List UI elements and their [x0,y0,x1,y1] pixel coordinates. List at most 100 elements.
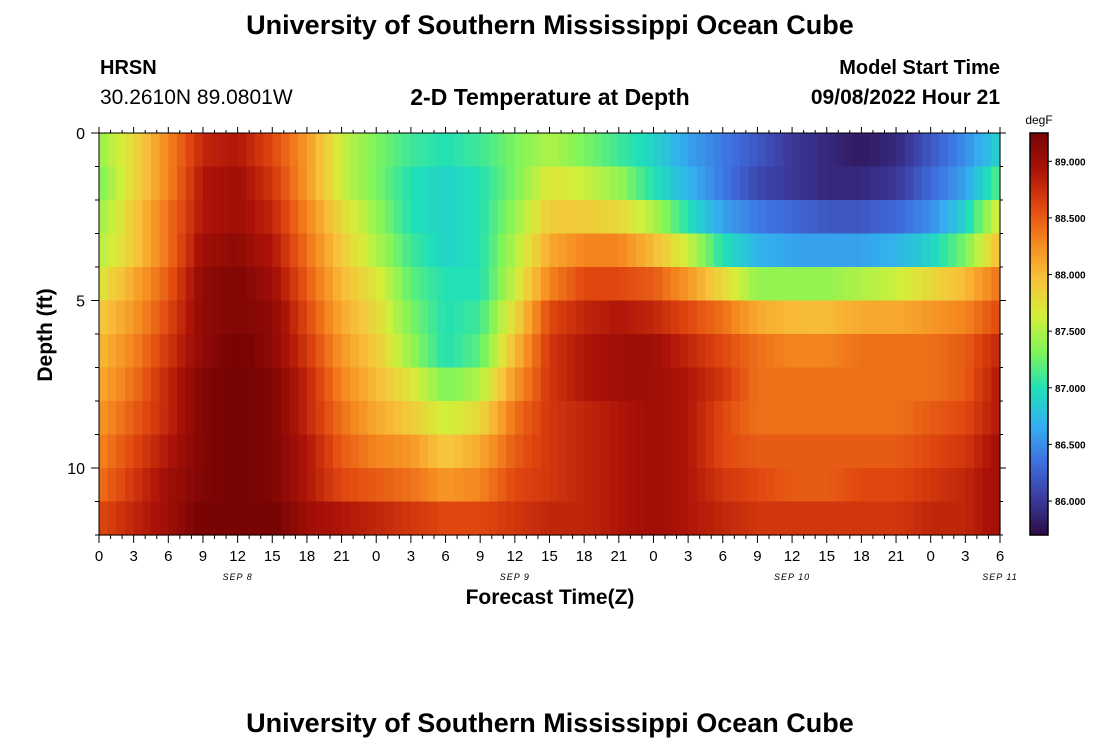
heat-cell [540,233,551,268]
heat-cell [532,401,542,436]
heat-cell [991,300,1001,335]
heat-cell [809,300,819,335]
heat-cell [627,300,637,335]
heat-cell [904,501,914,536]
heat-cell [445,200,455,235]
heat-cell [930,434,940,469]
heat-cell [289,267,299,302]
heat-cell [965,367,975,402]
heat-cell [176,300,187,335]
heat-cell [116,468,126,503]
heat-cell [584,267,594,302]
heat-cell [202,334,213,369]
heat-cell [384,501,395,536]
heat-cell [367,267,377,302]
heat-cell [670,401,681,436]
heat-cell [800,267,810,302]
heat-cell [341,200,351,235]
heat-cell [116,166,126,201]
heat-cell [488,468,499,503]
heat-cell [480,434,490,469]
heat-cell [948,200,958,235]
heat-cell [653,300,663,335]
heat-cell [887,300,897,335]
heat-cell [402,300,412,335]
heat-cell [428,233,438,268]
heat-cell [627,334,637,369]
heat-cell [774,401,785,436]
heat-cell [584,334,594,369]
heat-cell [835,367,845,402]
heat-cell [922,233,932,268]
heat-cell [523,468,533,503]
heat-cell [488,334,499,369]
heat-cell [982,300,992,335]
heat-cell [116,133,126,168]
heat-cell [176,133,187,168]
heat-cell [818,300,828,335]
heat-cell [670,200,681,235]
heat-cell [627,501,637,536]
heat-cell [566,200,577,235]
heat-cell [809,200,819,235]
heat-cell [870,367,880,402]
heat-cell [454,501,464,536]
heat-cell [774,468,785,503]
heat-cell [991,501,1001,536]
x-tick-label: 3 [684,548,692,565]
heat-cell [887,233,897,268]
heat-cell [861,300,871,335]
heat-cell [116,200,126,235]
heat-cell [592,267,603,302]
heat-cell [636,468,646,503]
heat-cell [974,267,984,302]
heat-cell [965,267,975,302]
heat-cell [558,434,568,469]
heat-cell [956,367,966,402]
heat-cell [670,468,681,503]
heat-cell [419,334,429,369]
heat-cell [783,468,793,503]
heat-cell [471,434,481,469]
heat-cell [280,501,291,536]
heat-cell [696,401,707,436]
heat-cell [228,468,239,503]
heat-cell [462,300,473,335]
heat-cell [220,367,230,402]
heat-cell [870,200,880,235]
colorbar-tick-label: 89.000 [1055,157,1086,168]
x-tick-label: 21 [333,548,350,565]
heat-cell [766,367,776,402]
heat-cell [419,300,429,335]
heat-cell [341,367,351,402]
heat-cell [384,300,395,335]
heat-cell [809,468,819,503]
heat-cell [436,501,447,536]
heat-cell [722,133,733,168]
heat-cell [133,401,143,436]
heat-cell [896,233,906,268]
heat-cell [722,334,733,369]
heat-cell [679,367,689,402]
heat-cell [592,300,603,335]
heat-cell [774,233,785,268]
heat-cell [228,300,239,335]
heat-cell [757,133,767,168]
heat-cell [956,300,966,335]
heat-cell [575,401,585,436]
heat-cell [540,501,551,536]
heat-cell [454,300,464,335]
heat-cell [367,434,377,469]
heat-cell [298,200,308,235]
heat-cell [766,133,776,168]
heat-cell [679,468,689,503]
heat-cell [636,367,646,402]
heat-cell [358,434,369,469]
heat-cell [748,367,759,402]
heat-cell [376,501,386,536]
heat-cell [792,166,802,201]
heat-cell [991,133,1001,168]
heat-cell [532,267,542,302]
heat-cell [930,501,940,536]
heat-cell [376,200,386,235]
